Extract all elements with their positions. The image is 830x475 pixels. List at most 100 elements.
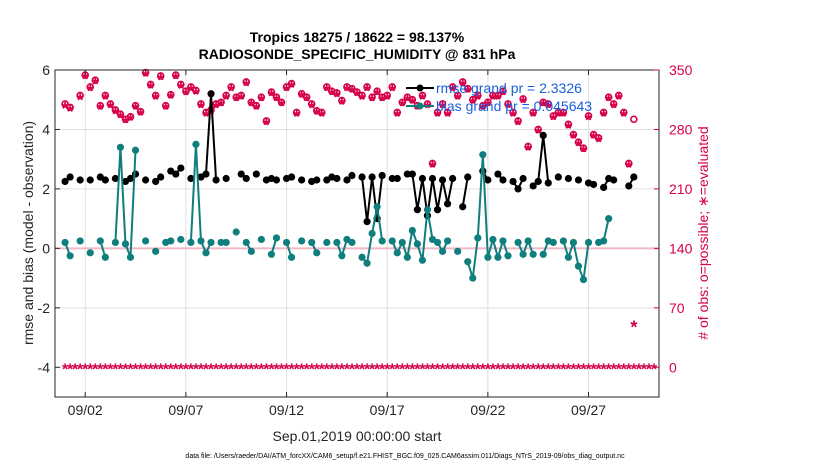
series-1-point	[413, 240, 421, 248]
obs-zero-marker: *	[117, 361, 124, 378]
obs-zero-marker: *	[495, 361, 502, 378]
obs-possible-marker	[247, 98, 256, 107]
obs-zero-marker: *	[621, 361, 628, 378]
obs-zero-marker: *	[238, 361, 245, 378]
obs-zero-marker: *	[344, 361, 351, 378]
obs-zero-marker: *	[107, 361, 114, 378]
obs-zero-marker: *	[142, 361, 149, 378]
series-1-point	[373, 203, 381, 211]
obs-evaluated-marker: *	[338, 95, 345, 115]
obs-possible-marker	[126, 112, 135, 121]
series-0-point	[126, 174, 135, 183]
obs-evaluated-marker: *	[399, 97, 406, 117]
series-0-point	[408, 170, 416, 178]
obs-zero-marker: *	[319, 361, 326, 378]
obs-zero-marker: *	[92, 361, 99, 378]
obs-possible-marker	[307, 100, 316, 108]
series-1-point	[454, 247, 462, 255]
series-0-point	[222, 174, 230, 183]
obs-possible-marker	[579, 144, 588, 152]
series-0-point	[202, 170, 210, 178]
chart-subtitle: RADIOSONDE_SPECIFIC_HUMIDITY @ 831 hPa	[199, 46, 516, 62]
obs-evaluated-marker: *	[530, 107, 537, 127]
obs-zero-marker: *	[132, 361, 139, 378]
obs-possible-marker	[554, 108, 563, 117]
obs-zero-marker: *	[399, 361, 406, 378]
x-tick-label: 09/17	[370, 402, 405, 418]
obs-possible-marker	[217, 98, 225, 107]
series-1-point	[287, 253, 296, 261]
series-1-point	[111, 238, 119, 247]
series-1-point	[61, 238, 69, 247]
obs-possible-marker	[619, 108, 628, 117]
obs-evaluated-marker: *	[283, 81, 290, 101]
series-0-point	[343, 176, 351, 184]
obs-zero-marker: *	[223, 361, 230, 378]
obs-evaluated-marker: *	[127, 111, 134, 131]
axes	[54, 69, 660, 398]
obs-zero-marker: *	[550, 361, 557, 378]
obs-evaluated-marker: *	[202, 107, 209, 127]
obs-zero-marker: *	[253, 361, 260, 378]
obs-zero-marker: *	[389, 361, 396, 378]
obs-zero-marker: *	[178, 361, 185, 378]
series-0-point	[459, 203, 467, 211]
series-1-point	[142, 237, 150, 245]
series-1-point	[574, 262, 583, 270]
obs-possible-marker	[91, 76, 100, 84]
series-0-point	[630, 173, 638, 181]
obs-zero-marker: *	[258, 361, 265, 378]
obs-evaluated-marker: *	[379, 92, 386, 112]
obs-evaluated-marker: *	[112, 104, 119, 124]
obs-zero-marker: *	[606, 361, 613, 378]
obs-evaluated-marker: *	[313, 105, 320, 125]
obs-evaluated-marker: *	[605, 92, 612, 112]
series-1-point	[605, 215, 613, 223]
obs-evaluated-marker: *	[494, 90, 501, 110]
legend-bias-label: bias grand pr = 0.045643	[436, 98, 592, 114]
series-1-point	[152, 247, 160, 255]
obs-zero-marker: *	[424, 361, 431, 378]
obs-possible-marker	[438, 100, 447, 108]
obs-zero-marker: *	[102, 361, 109, 378]
obs-evaluated-marker: *	[92, 75, 99, 95]
series-1-point	[232, 228, 240, 236]
obs-evaluated-marker: *	[404, 92, 411, 112]
series-1-point	[464, 258, 472, 266]
series-0-point	[333, 174, 341, 183]
obs-zero-marker: *	[384, 361, 391, 378]
series-0-point	[378, 171, 386, 180]
series-0-point	[313, 176, 321, 184]
series-1-point	[272, 234, 281, 242]
obs-evaluated-marker: *	[333, 87, 340, 107]
series-1-point	[121, 240, 130, 248]
series-1-point	[207, 238, 215, 247]
obs-evaluated-marker: *	[459, 76, 466, 96]
series-1-point	[197, 237, 205, 245]
obs-evaluated-marker: *	[197, 98, 204, 118]
obs-evaluated-marker: *	[353, 86, 360, 106]
obs-possible-marker	[393, 108, 402, 117]
obs-zero-marker: *	[243, 361, 250, 378]
obs-evaluated-marker: *	[308, 98, 315, 118]
obs-evaluated-marker: *	[223, 90, 230, 110]
obs-zero-marker: *	[82, 361, 89, 378]
obs-possible-marker	[363, 83, 371, 91]
series-0-point	[157, 173, 165, 181]
series-0-point	[433, 206, 442, 214]
series-1-point	[267, 250, 276, 258]
obs-zero-marker: *	[641, 361, 648, 378]
series-1-point	[539, 250, 547, 258]
obs-possible-marker	[96, 101, 105, 110]
series-1-point	[564, 253, 573, 261]
obs-zero-marker: *	[72, 361, 79, 378]
obs-zero-marker: *	[273, 361, 280, 378]
obs-evaluated-marker: *	[525, 141, 532, 161]
obs-possible-marker	[227, 83, 235, 91]
y2-tick-label: 350	[669, 62, 693, 78]
obs-zero-marker: *	[97, 361, 104, 378]
obs-evaluated-marker: *	[630, 318, 637, 338]
obs-possible-marker	[177, 80, 185, 89]
y-tick-label: -2	[38, 300, 51, 316]
y-axis-label-left: rmse and bias (model - observation)	[20, 121, 36, 345]
